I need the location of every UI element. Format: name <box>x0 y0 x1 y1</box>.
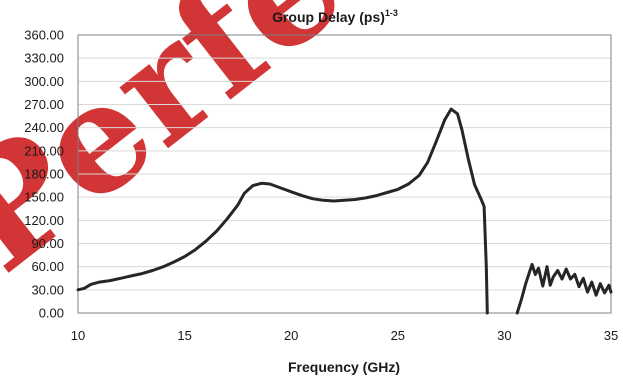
chart-title: Group Delay (ps)1-3 <box>272 8 398 25</box>
series-line <box>515 262 613 315</box>
y-tick-label: 240.00 <box>24 120 64 135</box>
x-axis-label: Frequency (GHz) <box>288 359 400 375</box>
y-tick-label: 120.00 <box>24 213 64 228</box>
x-tick-label: 15 <box>177 328 191 343</box>
y-tick-label: 330.00 <box>24 51 64 66</box>
y-tick-label: 60.00 <box>31 259 64 274</box>
y-tick-label: 0.00 <box>39 306 64 321</box>
series-lines <box>76 107 613 315</box>
y-tick-label: 210.00 <box>24 143 64 158</box>
plot-area <box>77 34 612 314</box>
series-line <box>76 107 489 315</box>
y-tick-label: 180.00 <box>24 167 64 182</box>
x-axis-ticks: 10 15 20 25 30 35 <box>71 328 618 343</box>
y-tick-label: 150.00 <box>24 190 64 205</box>
svg-text:Perfect Systems: Perfect Systems <box>0 0 623 306</box>
x-tick-label: 20 <box>284 328 298 343</box>
y-tick-label: 270.00 <box>24 97 64 112</box>
x-tick-label: 30 <box>497 328 511 343</box>
y-tick-label: 360.00 <box>24 28 64 43</box>
y-tick-label: 300.00 <box>24 74 64 89</box>
chart-title-superscript: 1-3 <box>385 8 398 18</box>
y-tick-label: 30.00 <box>31 282 64 297</box>
x-tick-label: 10 <box>71 328 85 343</box>
x-tick-label: 25 <box>391 328 405 343</box>
y-axis-ticks: 0.00 30.00 60.00 90.00 120.00 150.00 180.00 210… <box>24 28 64 321</box>
watermark: Perfect Systems <box>0 0 623 306</box>
x-tick-label: 35 <box>604 328 618 343</box>
y-tick-label: 90.00 <box>31 236 64 251</box>
